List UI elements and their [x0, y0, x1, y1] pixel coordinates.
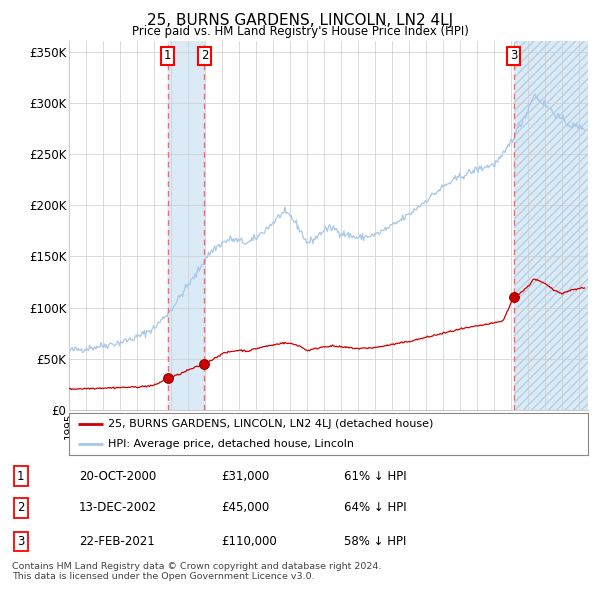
- Text: 22-FEB-2021: 22-FEB-2021: [79, 535, 155, 548]
- Text: HPI: Average price, detached house, Lincoln: HPI: Average price, detached house, Linc…: [108, 439, 354, 449]
- Bar: [514, 41, 588, 410]
- Text: 25, BURNS GARDENS, LINCOLN, LN2 4LJ: 25, BURNS GARDENS, LINCOLN, LN2 4LJ: [147, 13, 453, 28]
- Text: 2: 2: [17, 502, 25, 514]
- Text: 58% ↓ HPI: 58% ↓ HPI: [344, 535, 406, 548]
- Text: 3: 3: [17, 535, 25, 548]
- Bar: [167, 41, 205, 410]
- Text: £110,000: £110,000: [221, 535, 277, 548]
- Text: Price paid vs. HM Land Registry's House Price Index (HPI): Price paid vs. HM Land Registry's House …: [131, 25, 469, 38]
- Text: 2: 2: [201, 50, 208, 63]
- Text: 13-DEC-2002: 13-DEC-2002: [79, 502, 157, 514]
- Text: 25, BURNS GARDENS, LINCOLN, LN2 4LJ (detached house): 25, BURNS GARDENS, LINCOLN, LN2 4LJ (det…: [108, 419, 433, 430]
- Text: 20-OCT-2000: 20-OCT-2000: [79, 470, 156, 483]
- Text: 64% ↓ HPI: 64% ↓ HPI: [344, 502, 406, 514]
- Text: Contains HM Land Registry data © Crown copyright and database right 2024.
This d: Contains HM Land Registry data © Crown c…: [12, 562, 382, 581]
- Text: £45,000: £45,000: [221, 502, 270, 514]
- Bar: [514, 41, 588, 410]
- Text: 3: 3: [510, 50, 517, 63]
- Text: £31,000: £31,000: [221, 470, 270, 483]
- Text: 1: 1: [17, 470, 25, 483]
- Text: 1: 1: [164, 50, 172, 63]
- Text: 61% ↓ HPI: 61% ↓ HPI: [344, 470, 406, 483]
